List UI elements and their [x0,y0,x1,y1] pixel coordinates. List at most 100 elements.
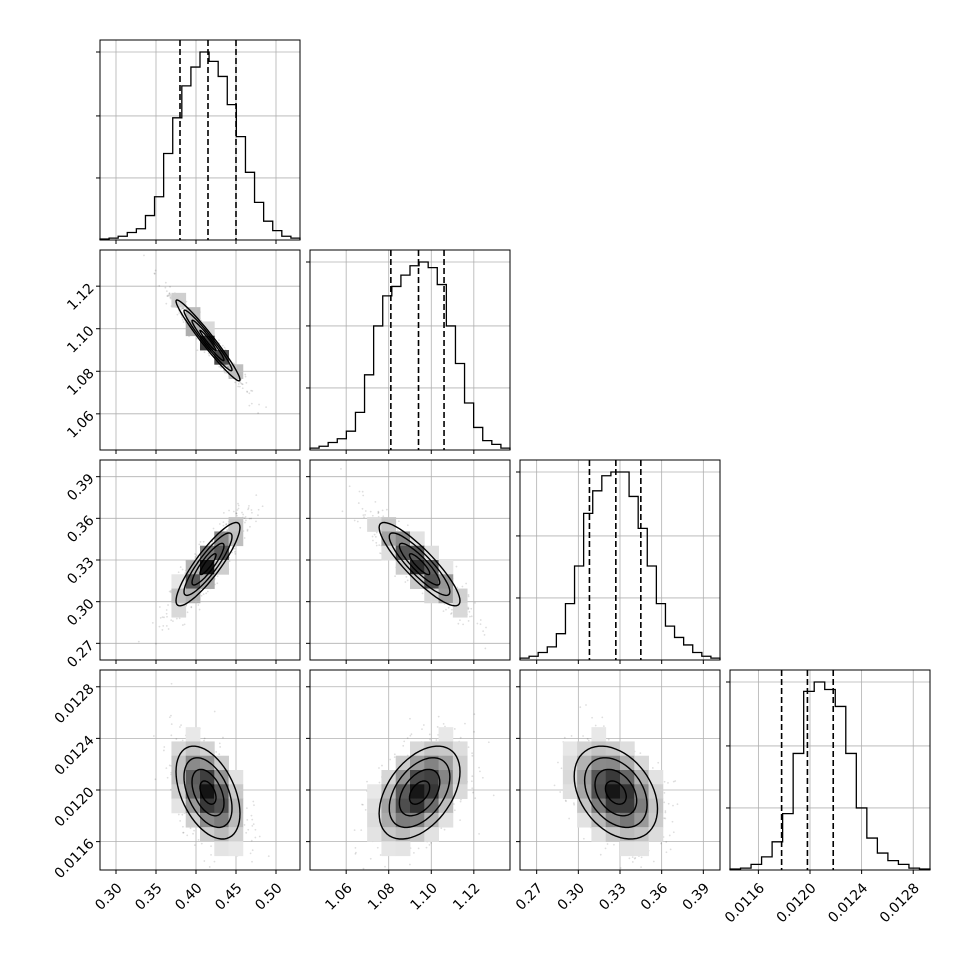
panel-frame [99,39,301,241]
density-cell [214,531,229,547]
density-cell [424,588,439,604]
scatter-point [242,513,245,516]
scatter-point [215,751,218,753]
scatter-point [179,566,182,568]
scatter-point [165,290,168,293]
scatter-point [247,828,250,831]
scatter-point [377,512,380,515]
y-tick-label: 0.33 [64,554,97,587]
scatter-point [222,736,224,739]
density-cell [591,727,607,742]
scatter-point [582,837,585,840]
x-tick-label: 0.0128 [877,880,923,926]
scatter-point [189,827,192,830]
scatter-point [379,552,382,555]
scatter-point [471,752,474,755]
scatter-point [234,550,236,553]
density-cell [452,784,468,799]
scatter-point [213,710,216,713]
scatter-point [237,507,240,510]
scatter-point [258,403,260,406]
scatter-point [560,767,563,770]
scatter-point [202,593,205,596]
density-panel-3-0 [96,669,301,874]
scatter-point [428,843,431,846]
scatter-point [158,606,161,608]
x-tick-label: 1.10 [408,880,441,913]
scatter-point [591,716,593,719]
scatter-point [143,254,145,257]
scatter-point [467,594,470,596]
scatter-point [437,733,440,736]
x-tick-label: 1.12 [450,880,483,913]
scatter-point [178,617,181,620]
scatter-point [428,733,431,736]
scatter-point [200,842,203,845]
density-cell [200,784,215,799]
scatter-point [169,285,171,288]
scatter-point [159,616,162,619]
scatter-point [384,865,386,868]
density-cell [200,545,215,561]
scatter-point [425,846,428,849]
scatter-point [453,728,456,730]
panel-frame [99,459,301,661]
density-panel-3-1 [306,669,511,874]
panel-frame [309,669,511,871]
scatter-point [369,857,372,860]
density-cell [620,812,635,828]
scatter-point [168,764,171,767]
scatter-point [225,364,228,367]
density-cell [171,755,187,771]
y-tick-label: 0.0124 [52,733,98,779]
scatter-point [251,390,254,392]
scatter-point [246,391,249,393]
scatter-point [557,761,559,764]
scatter-point [421,728,423,731]
density-cell [171,798,187,814]
scatter-point [453,809,456,812]
x-tick-label: 0.0124 [825,880,871,926]
scatter-point [340,468,342,470]
scatter-point [241,387,244,390]
scatter-point [249,852,252,855]
scatter-point [442,610,445,613]
density-panel-1-0 [96,249,301,454]
scatter-point [267,855,270,858]
density-cell [591,784,607,799]
scatter-point [218,742,221,745]
scatter-point [354,852,357,855]
scatter-point [218,753,221,756]
density-cell [620,798,635,814]
scatter-point [167,294,170,297]
scatter-point [226,529,228,531]
scatter-point [228,560,231,563]
density-cell [381,545,397,561]
contour-line [398,768,441,817]
scatter-point [172,620,174,623]
scatter-point [406,737,409,739]
scatter-point [469,615,471,618]
scatter-point [483,633,486,636]
density-cell [410,784,425,799]
hist-panel-0 [96,39,301,244]
scatter-point [373,533,376,536]
scatter-point [563,736,566,739]
scatter-point [183,623,186,626]
contour-line [175,745,241,840]
scatter-point [660,842,662,845]
scatter-point [170,723,173,726]
density-cell [438,770,454,785]
scatter-point [381,764,383,767]
x-tick-label: 0.50 [252,880,285,913]
scatter-point [396,529,399,532]
scatter-point [450,613,452,615]
scatter-point [606,843,609,845]
panel-frame [729,669,931,871]
density-cell [424,741,439,757]
scatter-point [246,390,248,393]
density-cell [395,812,411,828]
scatter-point [250,402,253,405]
scatter-point [402,744,405,747]
